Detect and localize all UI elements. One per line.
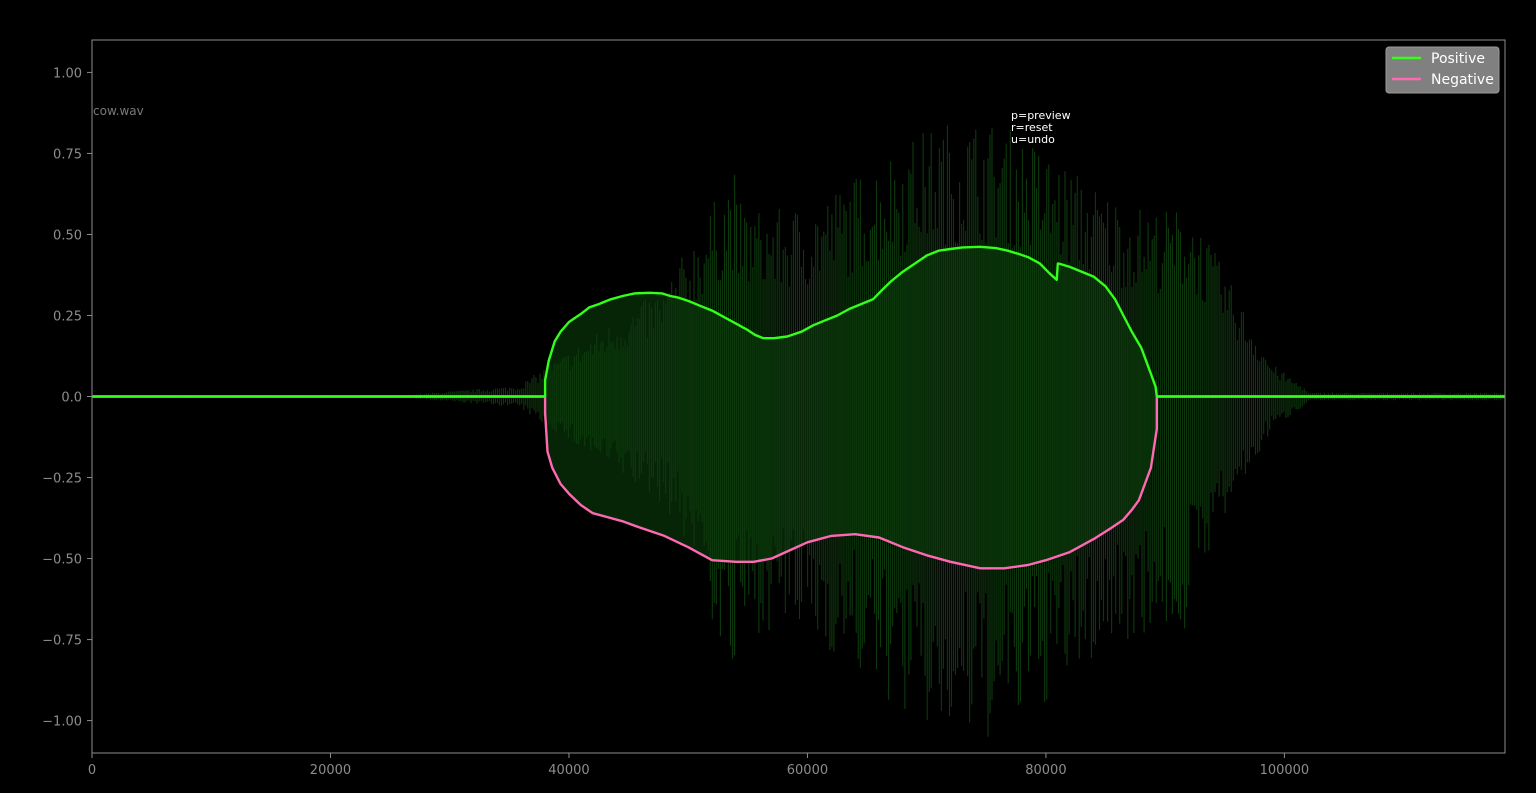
y-tick-label: −0.75 [42, 634, 82, 649]
y-axis-ticks: 1.00 0.75 0.50 0.25 0.0 −0.25 −0.50 −0.75 −1.00 [42, 66, 92, 730]
y-tick-label: −0.50 [42, 553, 82, 568]
keyboard-hints: p=preview r=reset u=undo [1011, 109, 1071, 146]
legend: Positive Negative [1385, 46, 1500, 94]
y-tick-label: −1.00 [42, 715, 82, 730]
y-tick-label: 0.75 [53, 147, 82, 162]
hint-preview: p=preview [1011, 109, 1071, 122]
y-tick-label: −0.25 [42, 472, 82, 487]
series-line-positive[interactable] [92, 245, 1505, 398]
hint-undo: u=undo [1011, 133, 1055, 146]
x-tick-label: 40000 [548, 763, 589, 778]
plot-area[interactable]: 0 20000 40000 60000 80000 100000 1.00 0.75 0.50… [42, 39, 1506, 778]
legend-label-positive: Positive [1431, 51, 1485, 67]
series-line-negative[interactable] [92, 395, 1505, 570]
y-tick-label: 0.50 [53, 228, 82, 243]
y-tick-label: 0.0 [61, 391, 82, 406]
envelope-series-layer [92, 245, 1505, 570]
x-axis-ticks: 0 20000 40000 60000 80000 100000 [88, 753, 1309, 778]
x-tick-label: 100000 [1260, 763, 1310, 778]
hint-reset: r=reset [1011, 121, 1053, 134]
file-name-label: cow.wav [93, 104, 144, 118]
legend-label-negative: Negative [1431, 72, 1494, 88]
x-tick-label: 20000 [310, 763, 351, 778]
x-tick-label: 0 [88, 763, 96, 778]
y-tick-label: 1.00 [53, 66, 82, 81]
x-tick-label: 60000 [787, 763, 828, 778]
x-tick-label: 80000 [1025, 763, 1066, 778]
y-tick-label: 0.25 [53, 309, 82, 324]
